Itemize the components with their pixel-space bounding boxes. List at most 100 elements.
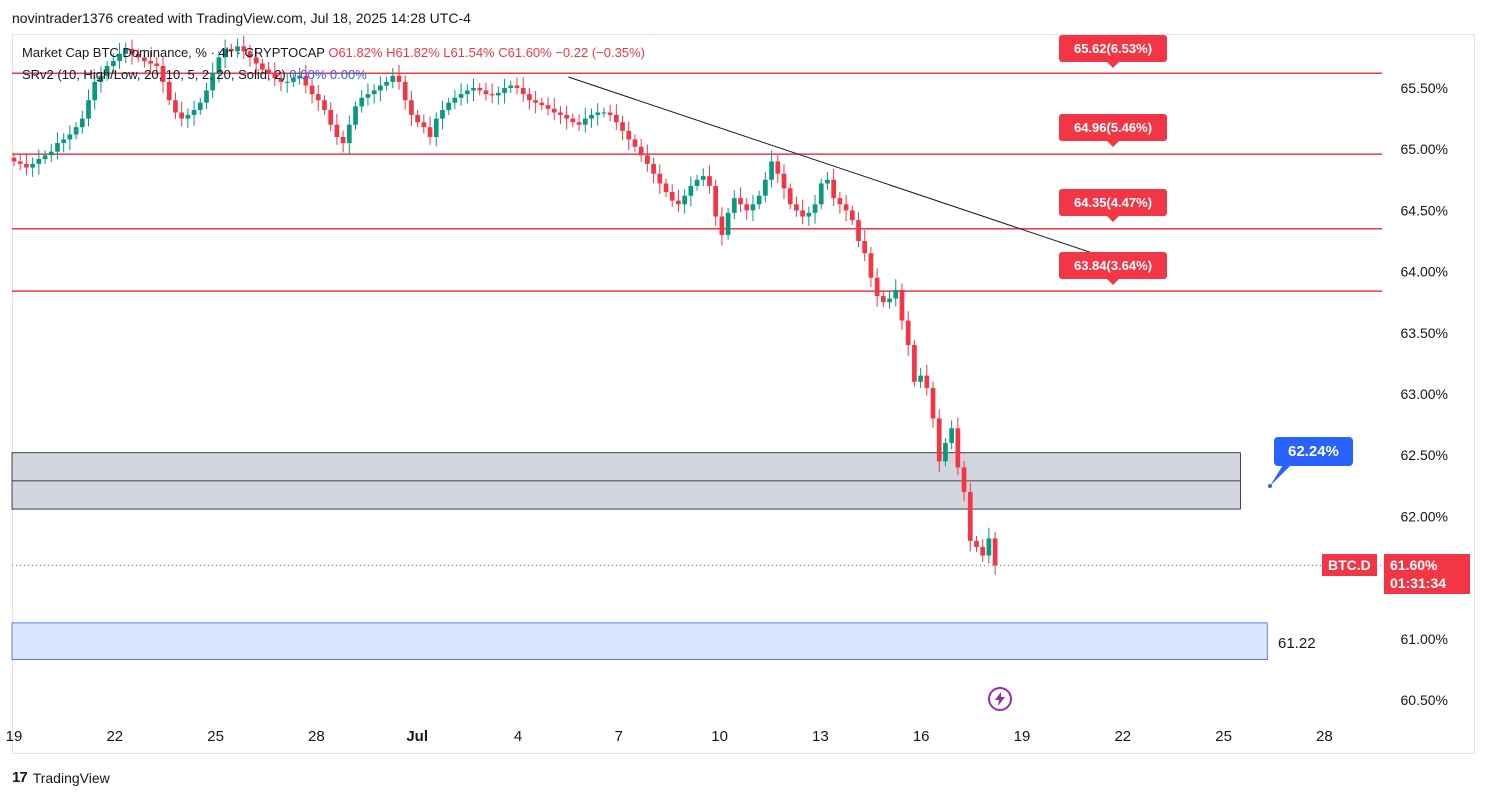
- level-badge: 64.35(4.47%): [1059, 189, 1167, 222]
- candle-body: [185, 114, 191, 119]
- candle-body: [756, 195, 762, 205]
- candle-body: [384, 81, 389, 86]
- candle-body: [607, 112, 613, 115]
- candle-body: [483, 90, 489, 95]
- candle-body: [769, 161, 774, 180]
- candle-body: [191, 110, 197, 115]
- candle-body: [241, 46, 247, 52]
- candle-body: [148, 61, 153, 64]
- candle-body: [36, 158, 42, 164]
- x-tick-label: 7: [615, 728, 623, 745]
- last-price: 61.60%: [1390, 557, 1438, 573]
- footer-brand[interactable]: 17 TradingView: [12, 769, 110, 786]
- candle-body: [967, 491, 973, 541]
- candle-body: [508, 85, 514, 88]
- x-tick-label: Jul: [406, 728, 428, 745]
- candle-body: [235, 46, 240, 52]
- y-tick-label: 64.50%: [1401, 202, 1448, 218]
- candle-body: [48, 151, 54, 156]
- candle-body: [309, 85, 315, 95]
- candle-body: [427, 127, 433, 137]
- candle-body: [253, 57, 259, 64]
- candle-body: [818, 183, 824, 205]
- candle-body: [645, 155, 650, 164]
- candle-body: [86, 100, 91, 119]
- candle-body: [930, 387, 936, 419]
- candle-body: [334, 124, 340, 137]
- candle-body: [110, 61, 116, 66]
- y-tick-label: 64.00%: [1401, 264, 1448, 280]
- candle-body: [390, 75, 396, 82]
- candle-body: [750, 204, 756, 211]
- candle-body: [719, 216, 725, 235]
- candle-body: [135, 53, 141, 58]
- candle-body: [949, 428, 955, 443]
- candle-body: [620, 122, 625, 131]
- candle-body: [359, 97, 365, 107]
- candle-body: [638, 146, 644, 156]
- x-tick-label: 22: [106, 728, 123, 745]
- legend-indicator-value-1: 0.00%: [289, 67, 327, 82]
- y-tick-label: 61.00%: [1401, 631, 1448, 647]
- candle-body: [781, 173, 787, 189]
- candle-body: [440, 110, 445, 119]
- candle-body: [266, 69, 271, 74]
- candle-body: [825, 179, 830, 184]
- candle-body: [731, 198, 737, 213]
- candle-body: [676, 200, 681, 205]
- candle-body: [837, 198, 843, 205]
- candle-body: [880, 296, 886, 303]
- x-axis: 19 22 25 28 Jul 4 7 10 13 16 19 22 25 28: [6, 728, 1333, 745]
- x-tick-label: 13: [812, 728, 829, 745]
- candle-body: [228, 48, 234, 52]
- candle-body: [657, 173, 663, 184]
- candle-body: [495, 92, 501, 96]
- candle-body: [856, 220, 861, 241]
- candle-body: [533, 100, 538, 103]
- candle-body: [154, 63, 160, 66]
- candle-body: [800, 210, 805, 217]
- candle-body: [315, 94, 321, 101]
- level-badge: 64.96(5.46%): [1059, 114, 1167, 147]
- trendline: [568, 76, 1130, 266]
- candle-body: [458, 94, 464, 98]
- candle-body: [806, 212, 812, 217]
- legend-line-symbol: Market Cap BTC Dominance, % · 4h · CRYPT…: [22, 45, 645, 60]
- target-label-pointer: [1270, 460, 1296, 486]
- candle-body: [893, 289, 899, 299]
- candle-body: [303, 75, 309, 86]
- candle-body: [763, 179, 768, 196]
- lightning-icon[interactable]: [988, 687, 1012, 711]
- legend-high: H61.82%: [386, 45, 440, 60]
- candle-body: [55, 143, 60, 152]
- candle-body: [961, 467, 967, 492]
- candle-body: [694, 179, 700, 186]
- legend-open: O61.82%: [328, 45, 383, 60]
- candle-body: [30, 163, 35, 168]
- x-tick-label: 4: [514, 728, 522, 745]
- candle-body: [595, 112, 601, 115]
- candle-body: [669, 192, 675, 201]
- candle-body: [843, 204, 849, 211]
- candle-body: [558, 112, 563, 115]
- level-badge: 63.84(3.64%): [1059, 252, 1167, 285]
- candle-body: [24, 163, 29, 168]
- last-price-tag: 61.60% 01:31:34: [1384, 554, 1470, 594]
- candle-body: [166, 81, 172, 101]
- chart-frame[interactable]: [12, 34, 1475, 754]
- bar-countdown: 01:31:34: [1390, 575, 1447, 591]
- candle-body: [992, 538, 998, 566]
- x-tick-label: 28: [308, 728, 325, 745]
- candle-body: [179, 112, 185, 119]
- candle-body: [582, 118, 588, 125]
- candle-body: [117, 53, 122, 62]
- candle-body: [421, 122, 427, 128]
- zones-layer: [11, 452, 1268, 661]
- candle-body: [849, 210, 855, 221]
- candle-body: [477, 88, 483, 91]
- tradingview-logo-icon: 17: [12, 769, 28, 786]
- candle-body: [160, 65, 166, 82]
- target-price-label[interactable]: 62.24%: [1274, 437, 1353, 466]
- candle-body: [738, 198, 743, 205]
